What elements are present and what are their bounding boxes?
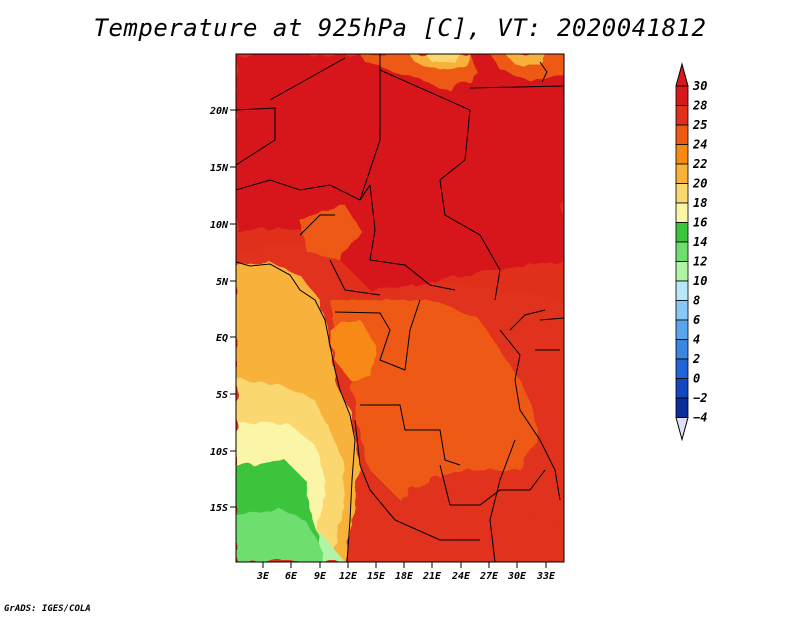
colorbar-label: −2 bbox=[693, 391, 707, 405]
colorbar-label: 10 bbox=[693, 274, 707, 288]
longitude-labels: 3E 6E 9E 12E 15E 18E 21E 24E 27E 30E 33E bbox=[256, 571, 556, 582]
colorbar-segment bbox=[675, 241, 689, 262]
lon-label-6e: 6E bbox=[285, 571, 298, 582]
colorbar-segment bbox=[675, 397, 689, 418]
colorbar-bottom-arrow bbox=[675, 417, 689, 442]
lat-label-10n: 10N bbox=[210, 220, 229, 231]
lon-label-30e: 30E bbox=[507, 571, 527, 582]
colorbar-segment bbox=[675, 319, 689, 340]
colorbar-label: −4 bbox=[693, 411, 707, 425]
colorbar-segment bbox=[675, 378, 689, 399]
lon-label-12e: 12E bbox=[339, 571, 358, 582]
colorbar-segment bbox=[675, 85, 689, 106]
colorbar-label: 22 bbox=[692, 157, 707, 171]
lon-label-21e: 21E bbox=[422, 571, 442, 582]
colorbar-segment bbox=[675, 300, 689, 321]
colorbar-top-arrow bbox=[675, 62, 689, 87]
colorbar-label: 6 bbox=[693, 313, 700, 327]
colorbar-label: 12 bbox=[693, 255, 707, 269]
colorbar-segment bbox=[675, 183, 689, 204]
colorbar-segment bbox=[675, 261, 689, 282]
map-frame bbox=[235, 53, 565, 563]
lon-label-24e: 24E bbox=[451, 571, 471, 582]
colorbar-segment bbox=[675, 358, 689, 379]
lat-label-20n: 20N bbox=[209, 106, 229, 117]
colorbar-label: 18 bbox=[693, 196, 707, 210]
lat-label-5s: 5S bbox=[216, 390, 228, 401]
lon-label-3e: 3E bbox=[256, 571, 270, 582]
colorbar-label: 30 bbox=[692, 79, 707, 93]
colorbar-segment bbox=[675, 124, 689, 145]
colorbar-segment bbox=[675, 339, 689, 360]
colorbar-label: 28 bbox=[692, 99, 707, 113]
colorbar-label: 0 bbox=[693, 372, 700, 386]
lon-label-15e: 15E bbox=[367, 571, 386, 582]
colorbar-segment bbox=[675, 222, 689, 243]
colorbar-segment bbox=[675, 202, 689, 223]
latitude-labels: 20N 15N 10N 5N EQ 5S 10S 15S bbox=[209, 106, 229, 514]
colorbar-label: 20 bbox=[692, 177, 707, 191]
grads-credit: GrADS: IGES/COLA bbox=[4, 604, 91, 614]
latitude-tick-marks bbox=[230, 109, 236, 508]
colorbar-label: 8 bbox=[693, 294, 700, 308]
temperature-field bbox=[236, 54, 564, 562]
colorbar-label: 24 bbox=[692, 138, 707, 152]
colorbar-label: 25 bbox=[692, 118, 707, 132]
lon-label-18e: 18E bbox=[395, 571, 414, 582]
colorbar-label: 16 bbox=[693, 216, 707, 230]
lon-label-33e: 33E bbox=[536, 571, 556, 582]
lat-label-15s: 15S bbox=[210, 503, 228, 514]
lat-label-eq: EQ bbox=[216, 333, 228, 344]
colorbar-segment bbox=[675, 280, 689, 301]
colorbar-label: 14 bbox=[693, 235, 707, 249]
lon-label-27e: 27E bbox=[479, 571, 499, 582]
lat-label-10s: 10S bbox=[210, 447, 228, 458]
lat-label-5n: 5N bbox=[216, 277, 229, 288]
colorbar-segment bbox=[675, 163, 689, 184]
lat-label-15n: 15N bbox=[210, 163, 229, 174]
page-title: Temperature at 925hPa [C], VT: 202004181… bbox=[93, 14, 707, 42]
colorbar-label: 4 bbox=[693, 333, 700, 347]
boundary-lines bbox=[236, 54, 564, 562]
longitude-tick-marks bbox=[262, 562, 547, 568]
colorbar-segment bbox=[675, 144, 689, 165]
colorbar-label: 2 bbox=[692, 352, 700, 366]
colorbar-segment bbox=[675, 105, 689, 126]
lon-label-9e: 9E bbox=[314, 571, 327, 582]
